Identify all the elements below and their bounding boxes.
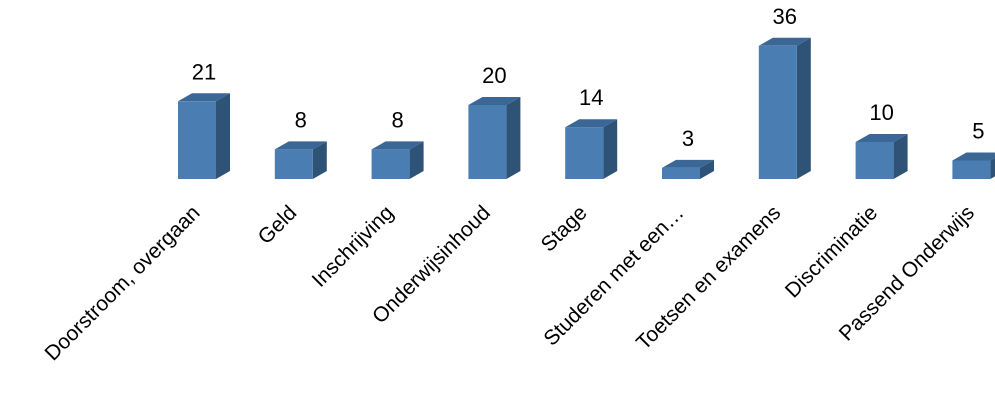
bar-side-4 [603,119,618,179]
bar-1 [274,149,313,179]
bar-top-2 [371,141,424,150]
bar-side-2 [409,141,424,179]
bar-top-0 [178,93,230,102]
category-label-0: Doorstroom, overgaan [41,201,205,365]
value-label-2: 8 [391,107,403,132]
value-label-4: 14 [579,85,603,110]
value-label-8: 5 [972,119,984,144]
bar-side-6 [796,37,811,179]
value-label-7: 10 [869,100,893,125]
bar-side-7 [893,134,908,179]
bar-top-1 [274,141,327,150]
bar-2 [371,149,410,179]
bar-top-3 [468,97,521,105]
bar-side-8 [990,157,995,179]
bar-side-5 [700,159,714,179]
category-labels-group: Doorstroom, overgaan Geld InschrijvingOnde… [41,201,979,365]
bar-8 [952,160,991,179]
bar-top-5 [662,159,714,168]
value-label-5: 3 [682,126,694,151]
bar-side-3 [506,97,521,179]
category-label-1: Geld [254,201,302,249]
category-label-2: Inschrijving [308,201,399,292]
bar-top-7 [855,134,908,142]
bar-side-1 [312,141,327,179]
bar-top-8 [952,152,995,161]
value-label-3: 20 [482,63,506,88]
value-label-1: 8 [295,107,307,132]
value-label-6: 36 [773,4,797,29]
value-label-0: 21 [192,59,216,84]
bar-4 [565,127,604,179]
value-labels-group: 21 8 8 20 14 3 36 10 5 [192,4,985,151]
bar-5 [662,167,700,179]
bar-top-4 [565,119,618,128]
category-label-4: Stage [537,201,592,256]
bar-7 [855,142,894,179]
bar-side-0 [216,93,230,179]
bar-3 [468,105,507,179]
bar-6 [758,45,797,179]
bar-top-6 [758,37,811,46]
category-label-7: Discriminatie [781,201,882,302]
bar-0 [178,101,216,179]
bars-group [178,37,995,179]
